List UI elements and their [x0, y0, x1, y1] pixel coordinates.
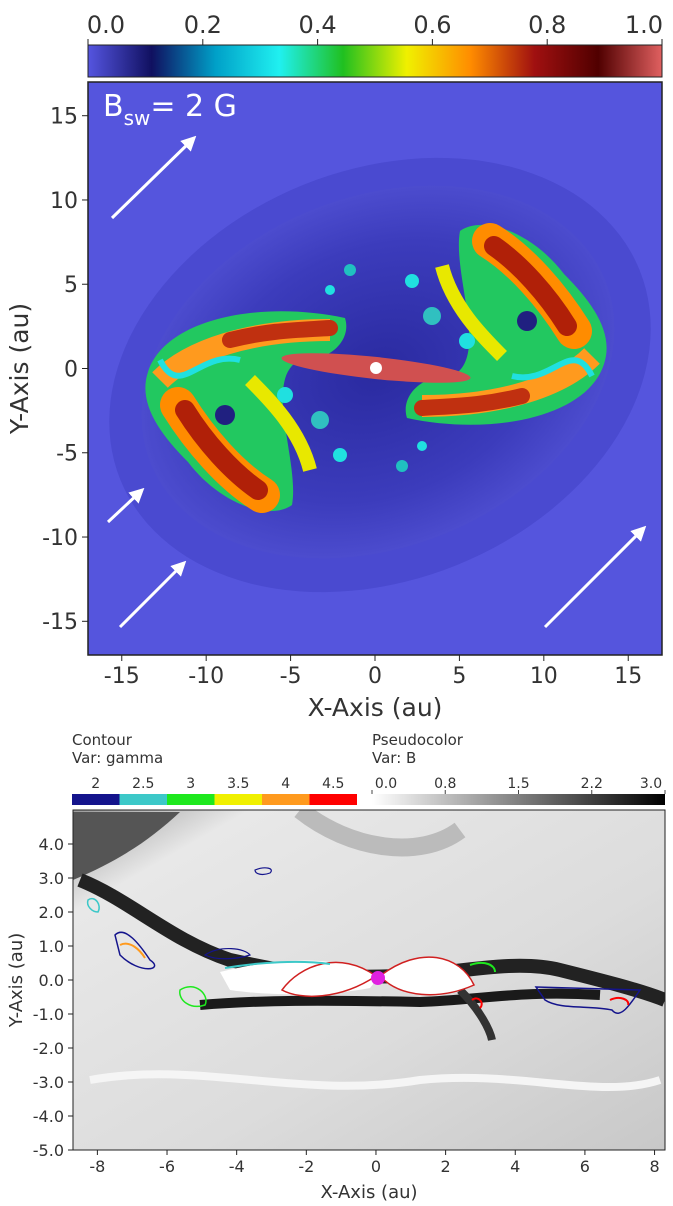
x-tick-label: 10	[530, 664, 558, 689]
x-tick-label: 6	[580, 1157, 590, 1176]
contour-level-label: 4	[281, 776, 290, 792]
y-tick-label: -15	[42, 610, 78, 635]
y-tick-label: 15	[50, 105, 78, 130]
colorbar-tick-label: 0.4	[299, 11, 337, 39]
x-tick-label: -4	[229, 1157, 245, 1176]
y-tick-label: -10	[42, 526, 78, 551]
y-axis-label: Y-Axis (au)	[6, 933, 27, 1029]
colorbar	[87, 44, 663, 78]
y-tick-label: -3.0	[33, 1073, 64, 1092]
y-tick-label: 10	[50, 189, 78, 214]
pseudocolor-title: Pseudocolor	[372, 731, 464, 749]
pseudocolor-tick-label: 2.2	[581, 776, 603, 792]
y-tick-label: 0.0	[39, 971, 64, 990]
x-tick-label: 4	[510, 1157, 520, 1176]
x-tick-label: -5	[280, 664, 302, 689]
y-tick-label: -2.0	[33, 1039, 64, 1058]
colorbar-tick-label: 1.0	[625, 11, 663, 39]
pseudocolor-tick-label: 3.0	[640, 776, 662, 792]
colorbar-tick-label: 0.0	[87, 11, 125, 39]
y-tick-label: -1.0	[33, 1005, 64, 1024]
y-tick-label: 4.0	[39, 835, 64, 854]
contour-level-label: 3	[186, 776, 195, 792]
pseudocolor-tick-label: 0.0	[375, 776, 397, 792]
top-image	[88, 82, 662, 655]
y-tick-label: 2.0	[39, 903, 64, 922]
y-tick-label: 1.0	[39, 937, 64, 956]
x-tick-label: -6	[159, 1157, 175, 1176]
annotation-base: B	[103, 89, 124, 124]
x-tick-label: 0	[371, 1157, 381, 1176]
y-tick-label: -5	[56, 442, 78, 467]
annotation: Bsw= 2 G	[103, 89, 237, 130]
pseudocolor-tick-label: 0.8	[434, 776, 456, 792]
x-axis-label: X-Axis (au)	[320, 1182, 417, 1203]
x-tick-label: -2	[298, 1157, 314, 1176]
contour-level-label: 2	[91, 776, 100, 792]
x-tick-label: 5	[452, 664, 466, 689]
colorbar-tick-label: 0.8	[528, 11, 566, 39]
y-tick-label: 3.0	[39, 869, 64, 888]
y-axis-label: Y-Axis (au)	[5, 303, 34, 435]
annotation-subscript: sw	[124, 106, 151, 130]
colorbar-tick-label: 0.2	[184, 11, 222, 39]
contour-level-swatch	[262, 794, 310, 805]
x-axis-label: X-Axis (au)	[308, 693, 443, 722]
contour-level-swatch	[72, 794, 120, 805]
annotation-text: = 2 G	[150, 89, 237, 124]
contour-level-swatch	[309, 794, 357, 805]
x-tick-label: -10	[188, 664, 224, 689]
y-tick-label: 0	[64, 357, 78, 382]
colorbar-tick-label: 0.6	[413, 11, 451, 39]
pseudocolor-variable: Var: B	[372, 749, 416, 767]
contour-level-swatch	[214, 794, 262, 805]
contour-level-label: 4.5	[322, 776, 344, 792]
contour-title: Contour	[72, 731, 133, 749]
pseudocolor-bar	[372, 794, 665, 805]
y-tick-label: 5	[64, 273, 78, 298]
x-tick-label: 15	[614, 664, 642, 689]
pseudocolor-tick-label: 1.5	[507, 776, 529, 792]
x-tick-label: 2	[441, 1157, 451, 1176]
x-tick-label: 8	[649, 1157, 659, 1176]
y-tick-label: -5.0	[33, 1141, 64, 1160]
bottom-image	[73, 810, 665, 1150]
contour-variable: Var: gamma	[72, 749, 163, 767]
x-tick-label: -8	[89, 1157, 105, 1176]
y-tick-label: -4.0	[33, 1107, 64, 1126]
contour-level-swatch	[167, 794, 215, 805]
x-tick-label: -15	[104, 664, 140, 689]
x-tick-label: 0	[368, 664, 382, 689]
contour-level-label: 2.5	[132, 776, 154, 792]
contour-level-label: 3.5	[227, 776, 249, 792]
contour-level-swatch	[119, 794, 167, 805]
